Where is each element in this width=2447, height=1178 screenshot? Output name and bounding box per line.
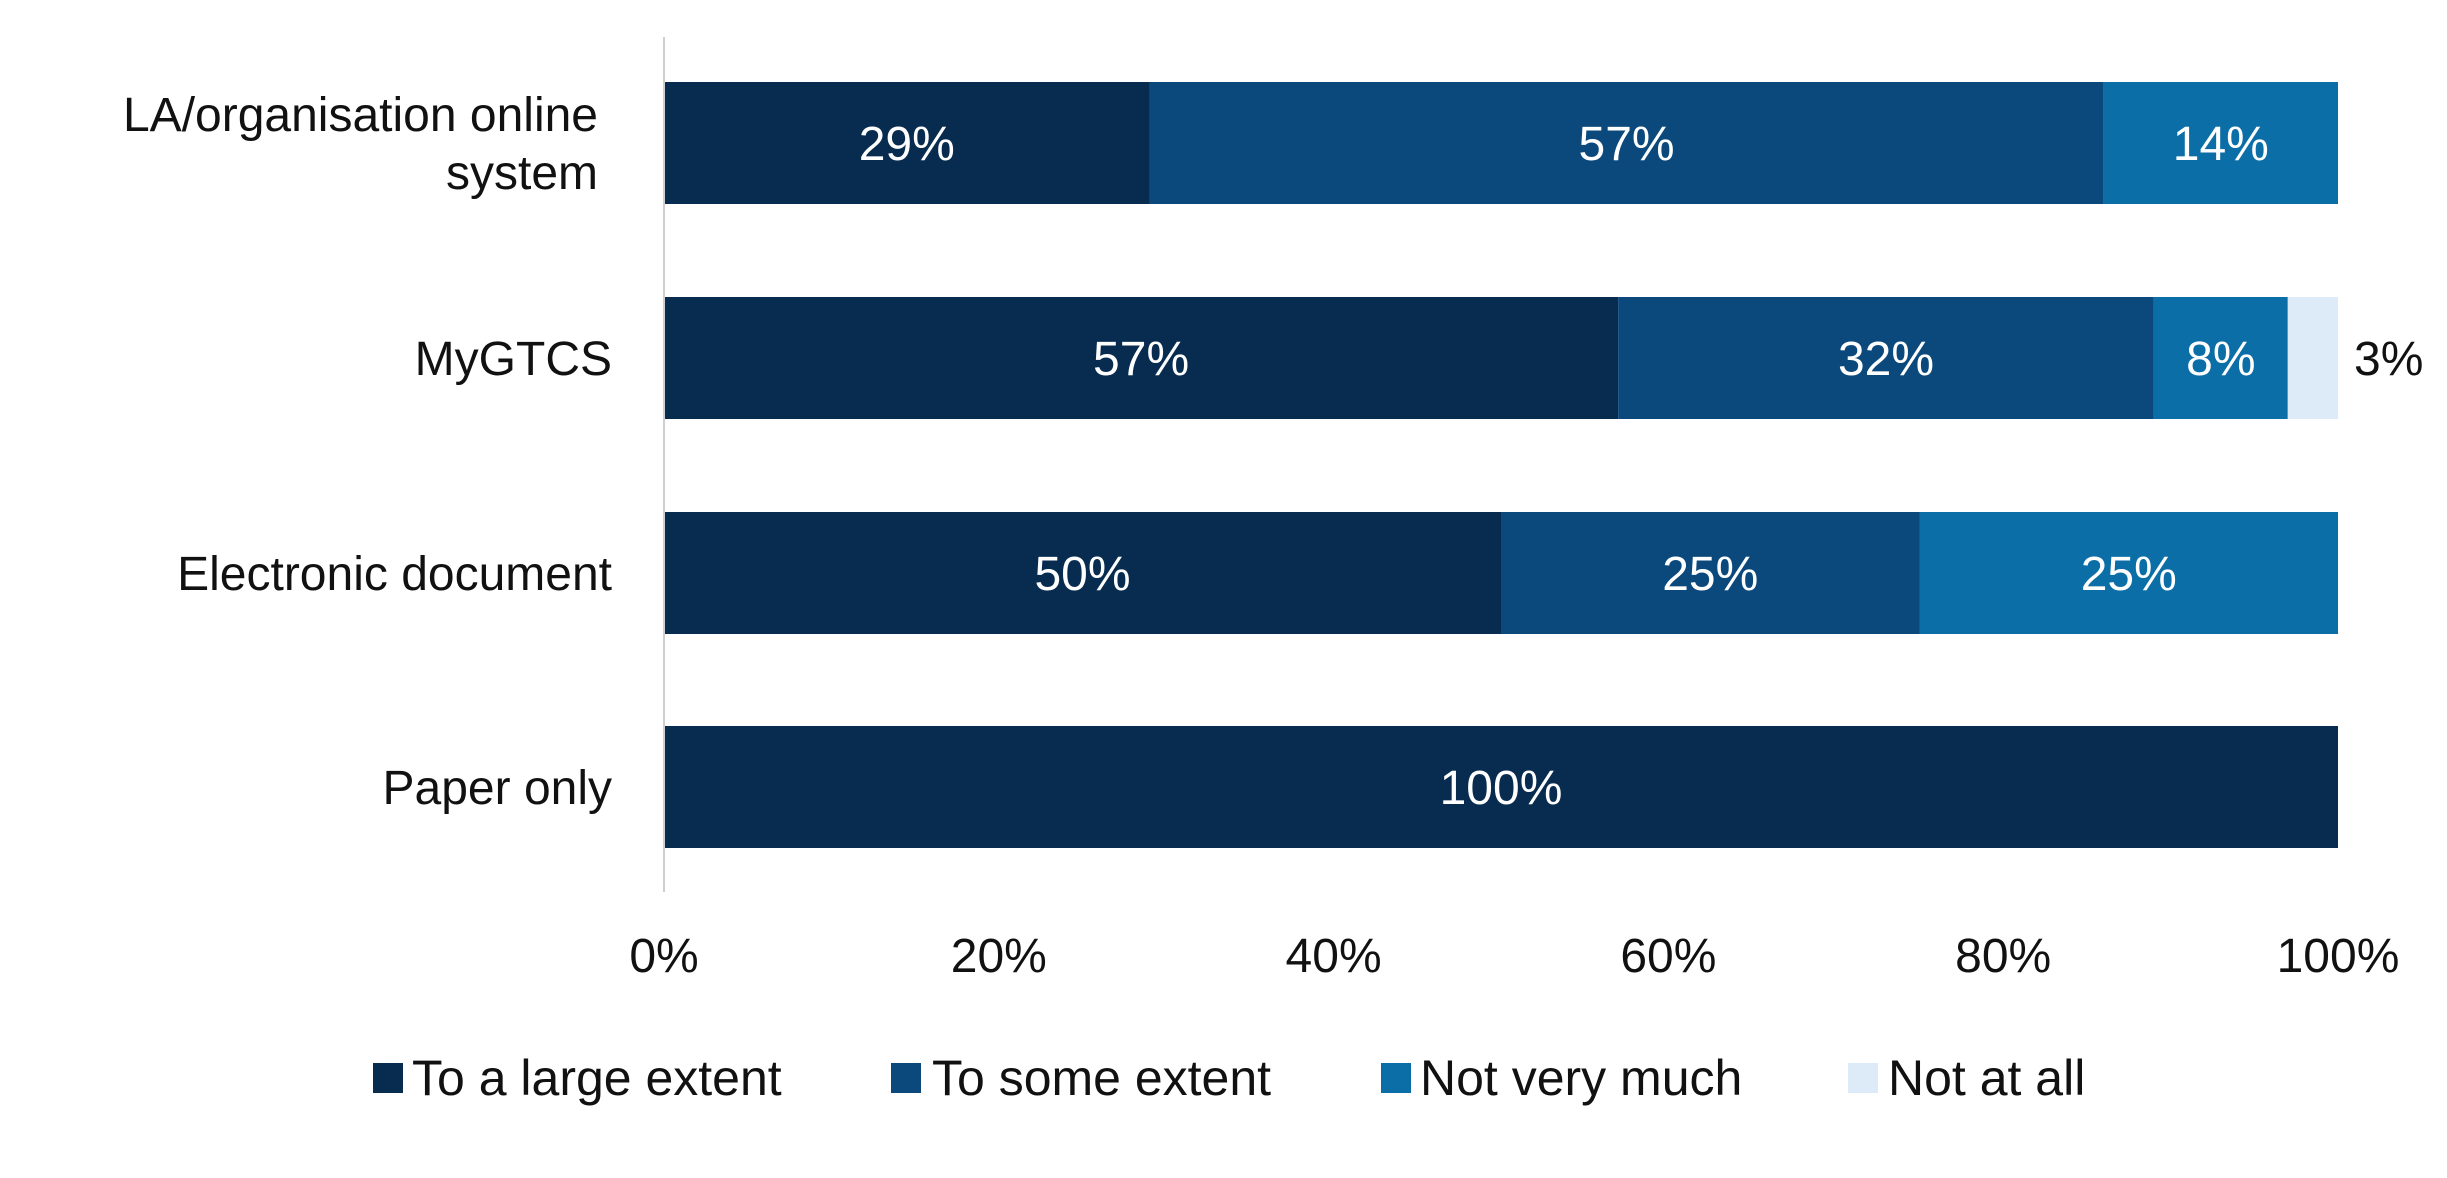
x-tick-label: 60% [1620, 930, 1716, 983]
bar-segment [1501, 512, 1920, 634]
bar-segment [664, 297, 1619, 419]
x-tick-label: 100% [2277, 930, 2400, 983]
legend-swatch [373, 1063, 403, 1093]
bar-segment [2103, 82, 2338, 204]
data-label: 14% [2173, 118, 2269, 171]
category-label: MyGTCS [415, 333, 612, 386]
legend-swatch [891, 1063, 921, 1093]
x-tick-label: 20% [951, 930, 1047, 983]
data-label: 25% [2081, 548, 2177, 601]
category-label: Electronic document [177, 548, 612, 601]
legend-swatch [1848, 1063, 1878, 1093]
data-label: 57% [1093, 333, 1189, 386]
data-label: 50% [1034, 548, 1130, 601]
x-tick-label: 80% [1955, 930, 2051, 983]
data-label: 25% [1662, 548, 1758, 601]
category-label: system [446, 147, 598, 200]
bar-segment [1919, 512, 2338, 634]
bar-segment [2287, 297, 2338, 419]
bars-group [664, 82, 2338, 848]
bar-segment [1149, 82, 2104, 204]
legend-label: Not at all [1888, 1050, 2085, 1106]
category-label: LA/organisation online [123, 89, 598, 142]
x-tick-label: 40% [1286, 930, 1382, 983]
category-label: Paper only [383, 762, 612, 815]
legend: To a large extent To some extent Not very … [373, 1050, 2085, 1106]
data-label: 32% [1838, 333, 1934, 386]
x-tick-label: 0% [629, 930, 698, 983]
data-label: 8% [2186, 333, 2255, 386]
data-label: 3% [2354, 333, 2423, 386]
data-label: 29% [859, 118, 955, 171]
x-axis-ticks-group: 0% 20% 40% 60% 80% 100% [629, 930, 2399, 983]
legend-label: Not very much [1420, 1050, 1742, 1106]
data-labels-group: 29% 57% 14% 57% 32% 8% 3% 50% 25% 25% 100% [859, 118, 2424, 815]
legend-swatch [1381, 1063, 1411, 1093]
bar-segment [664, 82, 1150, 204]
legend-label: To a large extent [412, 1050, 782, 1106]
bar-segment [2153, 297, 2288, 419]
bar-segment [1618, 297, 2154, 419]
data-label: 100% [1440, 762, 1563, 815]
bar-segment [664, 726, 2338, 848]
data-label: 57% [1579, 118, 1675, 171]
legend-label: To some extent [932, 1050, 1271, 1106]
bar-segment [664, 512, 1501, 634]
